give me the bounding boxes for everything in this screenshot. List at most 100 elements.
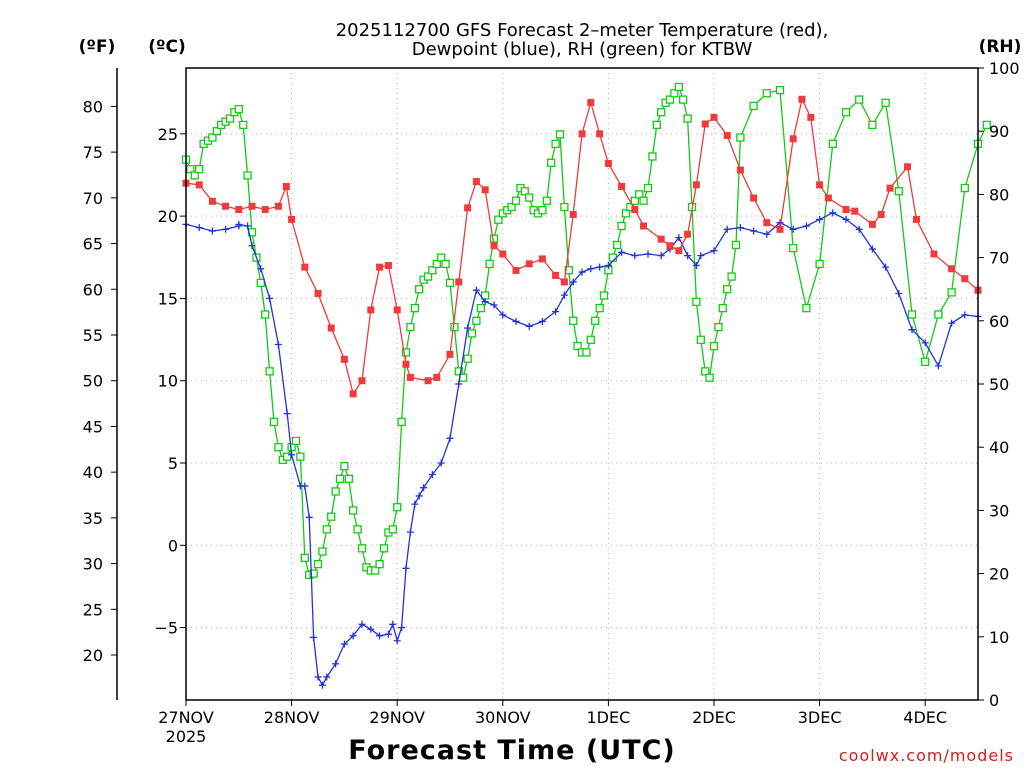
rh-point xyxy=(410,304,419,313)
temperature-point xyxy=(402,360,410,368)
temperature-point xyxy=(569,210,577,218)
rh-point xyxy=(327,512,336,521)
temperature-point xyxy=(472,178,480,186)
dewpoint-point xyxy=(376,632,384,640)
rh-point xyxy=(415,285,424,294)
rh-point xyxy=(300,553,309,562)
dewpoint-point xyxy=(644,250,652,258)
rh-point xyxy=(318,547,327,556)
dewpoint-point xyxy=(578,268,586,276)
rh-point xyxy=(190,171,199,180)
dewpoint-point xyxy=(455,380,463,388)
temperature-point xyxy=(816,181,824,189)
dewpoint-point xyxy=(248,242,256,250)
temperature-point xyxy=(912,215,920,223)
dewpoint-point xyxy=(446,434,454,442)
temperature-point xyxy=(195,181,203,189)
temperature-point xyxy=(538,255,546,263)
rh-point xyxy=(538,206,547,215)
rh-point xyxy=(428,266,437,275)
rh-point xyxy=(331,487,340,496)
rh-point xyxy=(701,367,710,376)
rh-point xyxy=(335,474,345,483)
rh-point xyxy=(828,139,837,148)
temperature-point xyxy=(961,275,969,283)
rh-point xyxy=(441,259,450,269)
temperature-point xyxy=(684,230,692,238)
temperature-point xyxy=(314,289,322,297)
dewpoint-point xyxy=(723,225,731,233)
celsius-tick-label: 5 xyxy=(168,454,178,473)
rh-point xyxy=(643,183,653,193)
rh-point xyxy=(679,95,688,104)
grid xyxy=(186,68,978,700)
rh-point xyxy=(608,253,617,262)
dewpoint-point xyxy=(301,482,309,490)
rh-point xyxy=(586,335,595,344)
dewpoint-point xyxy=(684,252,692,260)
dewpoint-point xyxy=(618,248,626,256)
dewpoint-point xyxy=(587,265,595,273)
rh-tick-label: 20 xyxy=(989,565,1009,584)
rh-point xyxy=(789,243,798,253)
dewpoint-point xyxy=(283,410,291,418)
dewpoint-point xyxy=(750,227,758,235)
temperature-point xyxy=(512,266,520,274)
dewpoint-point xyxy=(195,224,203,232)
dewpoint-point xyxy=(961,311,969,319)
dewpoint-point xyxy=(697,252,705,260)
dewpoint-point xyxy=(464,324,472,332)
rh-point xyxy=(555,130,565,139)
rh-tick-label: 80 xyxy=(989,185,1009,204)
rh-point xyxy=(450,322,459,332)
dewpoint-point xyxy=(288,451,296,459)
dewpoint-point xyxy=(855,225,863,233)
rh-series xyxy=(181,82,991,580)
dewpoint-point xyxy=(512,317,520,325)
rh-point xyxy=(841,108,851,117)
rh-point xyxy=(599,291,609,300)
dewpoint-point xyxy=(244,222,252,230)
rh-tick-label: 10 xyxy=(989,628,1009,647)
dewpoint-point xyxy=(816,215,824,223)
rh-point xyxy=(494,215,503,224)
rh-point xyxy=(674,82,683,92)
fahrenheit-tick-label: 75 xyxy=(83,143,103,162)
rh-point xyxy=(309,569,318,578)
temperature-point xyxy=(675,247,683,255)
dewpoint-point xyxy=(596,263,604,271)
fahrenheit-tick-label: 25 xyxy=(83,600,103,619)
rh-point xyxy=(283,452,292,461)
fahrenheit-tick-label: 45 xyxy=(83,417,103,436)
temperature-point xyxy=(446,350,454,358)
rh-tick-label: 40 xyxy=(989,438,1009,457)
rh-point xyxy=(467,329,477,338)
rh-point xyxy=(736,133,745,142)
rh-point xyxy=(947,288,956,297)
rh-point xyxy=(349,506,358,515)
dewpoint-point xyxy=(490,301,498,309)
x-axis-title: Forecast Time (UTC) xyxy=(348,735,675,766)
temperature-point xyxy=(552,271,560,279)
temperature-point xyxy=(274,202,282,210)
rh-point xyxy=(454,367,463,376)
x-axis-year-label: 2025 xyxy=(166,727,207,746)
fahrenheit-tick-label: 60 xyxy=(83,280,103,299)
x-tick-label: 1DEC xyxy=(587,708,631,727)
rh-point xyxy=(613,240,622,250)
rh-point xyxy=(582,348,591,357)
dewpoint-point xyxy=(415,492,423,500)
rh-point xyxy=(476,304,485,313)
rh-point xyxy=(344,474,353,483)
dewpoint-point xyxy=(882,263,890,271)
temperature-point xyxy=(851,207,859,215)
dewpoint-point xyxy=(692,262,700,269)
x-tick-label: 4DEC xyxy=(903,708,947,727)
rh-point xyxy=(683,114,692,123)
dewpoint-point xyxy=(406,528,414,536)
rh-point xyxy=(714,322,723,332)
dewpoint-point xyxy=(318,681,326,689)
rh-tick-label: 60 xyxy=(989,312,1009,331)
dewpoint-point xyxy=(948,319,956,327)
